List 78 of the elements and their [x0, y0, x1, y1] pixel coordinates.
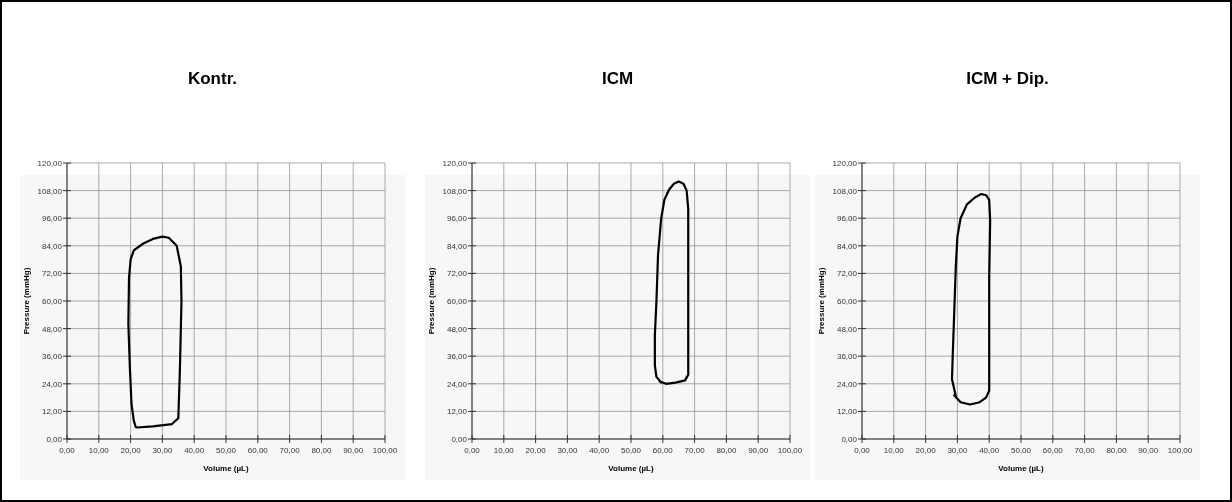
y-tick-label: 60,00: [836, 297, 858, 306]
y-tick-label: 60,00: [446, 297, 468, 306]
y-tick-label: 0,00: [46, 435, 63, 444]
x-tick-label: 80,00: [311, 446, 332, 455]
x-tick-label: 30,00: [557, 446, 578, 455]
x-tick-label: 70,00: [684, 446, 706, 455]
x-tick-label: 10,00: [883, 446, 905, 455]
y-tick-label: 72,00: [41, 269, 63, 279]
y-tick-label: 12,00: [41, 407, 63, 417]
chart-title: ICM: [601, 69, 634, 88]
x-tick-label: 30,00: [152, 446, 173, 455]
x-tick-label: 100,00: [777, 446, 803, 455]
x-tick-label: 40,00: [184, 446, 205, 455]
x-axis-title: Volume (µL): [203, 464, 249, 473]
y-tick-label: 48,00: [446, 324, 468, 334]
x-tick-label: 90,00: [748, 446, 769, 455]
y-tick-label: 36,00: [41, 352, 63, 362]
y-tick-label: 36,00: [446, 352, 468, 362]
x-tick-label: 50,00: [215, 446, 237, 455]
y-tick-label: 108,00: [832, 186, 858, 196]
y-tick-label: 24,00: [836, 379, 858, 389]
x-tick-label: 100,00: [1167, 446, 1193, 455]
y-tick-label: 84,00: [836, 241, 858, 251]
y-tick-label: 120,00: [37, 159, 63, 168]
x-tick-label: 40,00: [589, 446, 610, 455]
x-tick-label: 90,00: [343, 446, 364, 455]
y-axis-title: Pressure (mmHg): [817, 267, 826, 335]
y-tick-label: 96,00: [41, 214, 63, 224]
x-tick-label: 50,00: [1010, 446, 1032, 455]
y-tick-label: 72,00: [836, 269, 858, 279]
x-tick-label: 20,00: [525, 446, 547, 455]
x-tick-label: 100,00: [372, 446, 398, 455]
y-tick-label: 108,00: [37, 186, 63, 196]
y-tick-label: 48,00: [41, 324, 63, 334]
line-series: [127, 235, 183, 429]
x-tick-label: 20,00: [915, 446, 937, 455]
x-tick-label: 50,00: [620, 446, 642, 455]
x-tick-label: 60,00: [247, 446, 269, 455]
y-tick-label: 96,00: [446, 214, 468, 224]
y-tick-label: 96,00: [836, 214, 858, 224]
x-tick-label: 0,00: [854, 446, 871, 455]
x-tick-label: 40,00: [979, 446, 1000, 455]
y-axis-title: Pressure (mmHg): [22, 267, 31, 335]
y-tick-label: 0,00: [841, 435, 858, 444]
line-series: [950, 192, 992, 406]
x-axis-title: Volume (µL): [608, 464, 654, 473]
x-tick-label: 70,00: [1074, 446, 1096, 455]
x-tick-label: 10,00: [88, 446, 110, 455]
y-tick-label: 12,00: [446, 407, 468, 417]
chart-title: Kontr.: [187, 69, 238, 88]
y-tick-label: 12,00: [836, 407, 858, 417]
x-tick-label: 60,00: [1042, 446, 1064, 455]
x-tick-label: 80,00: [1106, 446, 1127, 455]
y-tick-label: 24,00: [446, 379, 468, 389]
y-tick-label: 0,00: [451, 435, 468, 444]
x-tick-label: 10,00: [493, 446, 515, 455]
y-tick-label: 36,00: [836, 352, 858, 362]
y-tick-label: 24,00: [41, 379, 63, 389]
y-tick-label: 48,00: [836, 324, 858, 334]
y-axis-title: Pressure (mmHg): [427, 267, 436, 335]
y-tick-label: 120,00: [442, 159, 468, 168]
x-tick-label: 30,00: [947, 446, 968, 455]
y-tick-label: 84,00: [446, 241, 468, 251]
y-tick-label: 120,00: [832, 159, 858, 168]
x-tick-label: 70,00: [279, 446, 301, 455]
y-tick-label: 108,00: [442, 186, 468, 196]
x-tick-label: 80,00: [716, 446, 737, 455]
chart-title: ICM + Dip.: [966, 69, 1049, 88]
x-tick-label: 90,00: [1138, 446, 1159, 455]
line-series: [653, 180, 690, 385]
x-tick-label: 0,00: [464, 446, 481, 455]
y-tick-label: 60,00: [41, 297, 63, 306]
x-axis-title: Volume (µL): [998, 464, 1044, 473]
x-tick-label: 60,00: [652, 446, 674, 455]
x-tick-label: 0,00: [59, 446, 76, 455]
y-tick-label: 72,00: [446, 269, 468, 279]
y-tick-label: 84,00: [41, 241, 63, 251]
x-tick-label: 20,00: [120, 446, 142, 455]
